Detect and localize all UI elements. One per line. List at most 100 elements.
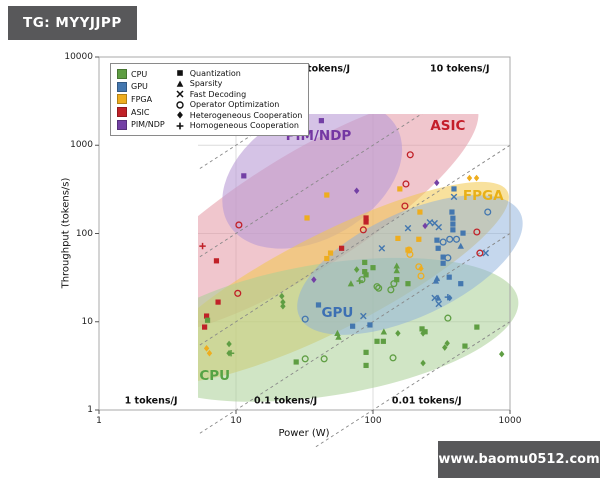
point-circle [390,280,398,288]
point-square [241,173,247,179]
point-circle [389,354,397,362]
legend-item-cpu: CPU [117,69,165,80]
point-circle [405,246,413,254]
point-triangle [334,329,341,336]
point-diamond [311,276,317,283]
point-square [395,235,401,241]
point-circle [484,208,492,216]
point-square [474,324,480,330]
point-square [350,323,356,329]
point-square [450,221,456,227]
point-diamond [280,302,286,310]
legend-item-plus: Homogeneous Cooperation [174,121,303,132]
point-square [397,186,403,192]
asic-color-swatch [117,107,127,118]
point-diamond [466,174,473,182]
legend-item-x: Fast Decoding [174,89,303,100]
point-diamond [280,298,286,306]
fpga-color-swatch [117,94,127,105]
efficiency-line-label: 0.1 tokens/J [253,395,318,407]
title-badge: TG: MYYJJPP [8,6,137,40]
point-diamond [447,294,453,302]
point-circle [446,235,454,243]
point-diamond [422,222,428,230]
point-circle [473,228,481,236]
point-circle [452,235,461,243]
scatter-chart: Power (W) Throughput (tokens/s) CPU GPU FP… [61,52,523,448]
point-circle [406,151,414,159]
point-circle [476,249,484,257]
legend-item-pim: PIM/NDP [117,119,165,130]
point-square [363,349,369,355]
point-circle [301,355,309,363]
plot-inner [151,114,523,448]
point-square [405,247,411,253]
legend-item-fpga: FPGA [117,94,165,105]
efficiency-line-label: 0.01 tokens/J [391,395,462,407]
point-square [380,338,386,344]
legend-hardware-column: CPU GPU FPGA ASIC PIM/NDP [117,68,165,131]
point-x [435,223,443,231]
point-x [404,224,412,232]
point-square [160,371,165,376]
point-circle [320,355,328,363]
efficiency-line-label: 1 tokens/J [124,395,178,407]
point-triangle [393,262,400,269]
legend-item-triangle: Sparsity [174,79,303,90]
point-triangle [457,242,464,249]
point-square [419,326,425,332]
legend-label: ASIC [131,107,150,117]
y-tick-label: 100 [75,228,93,239]
point-diamond [444,339,450,347]
legend-label: Homogeneous Cooperation [189,121,299,131]
point-square [327,250,334,256]
point-circle [402,180,410,188]
point-square [446,274,452,280]
point-x [431,294,438,302]
legend-label: Quantization [189,68,241,78]
point-square [462,343,468,349]
legend: CPU GPU FPGA ASIC PIM/NDP Quantization Sparsi… [110,63,310,136]
point-diamond [226,340,232,348]
point-circle [444,314,452,322]
legend-label: Fast Decoding [189,89,247,99]
x-marker-icon [176,90,184,98]
y-tick-label: 1000 [70,140,93,151]
point-circle [417,272,425,280]
point-square [450,227,456,233]
point-x [435,300,443,308]
point-square [394,277,400,283]
point-diamond [442,344,448,351]
point-x [482,249,490,257]
point-square [367,322,373,328]
triangle-marker-icon [176,80,184,87]
point-square [374,338,380,344]
point-square [203,313,210,319]
legend-item-diamond: Heterogeneous Cooperation [174,110,302,121]
pim-color-swatch [117,119,127,130]
point-square [202,324,208,330]
point-square [460,230,466,236]
point-x [426,218,434,226]
point-square [215,299,221,305]
point-square [363,362,369,369]
point-square [151,363,156,368]
cpu-color-swatch [117,69,127,80]
legend-label: GPU [131,82,148,92]
point-diamond [353,266,360,273]
point-square [449,209,455,215]
point-triangle [380,328,388,335]
region-label-cpu: CPU [199,368,231,385]
legend-item-gpu: GPU [117,81,165,93]
point-square [370,265,376,271]
point-circle [234,289,242,297]
point-square [293,359,299,365]
region-ellipse-pim [222,114,403,249]
legend-item-asic: ASIC [117,107,165,118]
legend-label: FPGA [131,94,153,104]
legend-marker-column: Quantization Sparsity Fast Decoding Operato… [174,68,303,132]
point-diamond [420,329,426,337]
region-ellipse-gpu [297,195,523,335]
point-circle [401,202,409,210]
point-circle [359,226,367,234]
